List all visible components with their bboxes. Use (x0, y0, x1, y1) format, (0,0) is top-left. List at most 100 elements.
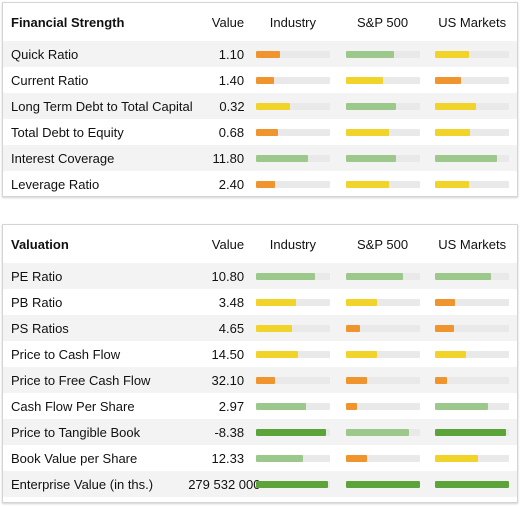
industry-bar-fill (255, 50, 280, 58)
us-markets-bar-track (435, 402, 510, 410)
sp500-bar-fill (345, 402, 358, 410)
sp500-bar-cell (338, 154, 428, 162)
sp500-bar-fill (345, 102, 397, 110)
table-row: Leverage Ratio 2.40 (3, 171, 517, 197)
valuation-header: Valuation Value Industry S&P 500 US Mark… (3, 225, 517, 263)
sp500-bar-track (345, 428, 420, 436)
industry-bar-track (255, 272, 330, 280)
us-markets-bar-track (435, 376, 510, 384)
sp500-bar-fill (345, 298, 377, 306)
sp500-bar-fill (345, 128, 390, 136)
industry-bar-track (255, 128, 330, 136)
table-row: PB Ratio 3.48 (3, 289, 517, 315)
us-markets-bar-fill (435, 50, 470, 58)
metric-label: PB Ratio (11, 294, 63, 310)
metric-label: Enterprise Value (in ths.) (11, 476, 154, 492)
table-row: Interest Coverage 11.80 (3, 145, 517, 171)
sp500-bar-fill (345, 76, 384, 84)
sp500-bar-cell (338, 324, 428, 332)
us-markets-bar-fill (435, 350, 466, 358)
us-markets-bar-track (435, 454, 510, 462)
sp500-bar-fill (345, 324, 361, 332)
industry-bar-cell (248, 454, 338, 462)
industry-bar-track (255, 350, 330, 358)
value-column-header: Value (211, 236, 245, 252)
sp500-bar-track (345, 76, 420, 84)
industry-bar-fill (255, 298, 296, 306)
sp500-bar-track (345, 402, 420, 410)
metric-value: 279 532 000 (188, 476, 261, 492)
sp500-bar-fill (345, 272, 404, 280)
us-markets-bar-track (435, 102, 510, 110)
financial-strength-rows: Quick Ratio 1.10 Current Ratio 1.40 Long Ter… (3, 41, 517, 197)
metric-label: Book Value per Share (11, 450, 138, 466)
us-markets-column-header: US Markets (438, 14, 507, 30)
industry-bar-cell (248, 76, 338, 84)
sp500-bar-track (345, 102, 420, 110)
us-markets-bar-track (435, 298, 510, 306)
financial-strength-panel: Financial Strength Value Industry S&P 50… (2, 2, 518, 197)
industry-bar-fill (255, 324, 293, 332)
industry-column-header: Industry (269, 14, 317, 30)
table-row: Book Value per Share 12.33 (3, 445, 517, 471)
industry-bar-cell (248, 180, 338, 188)
industry-bar-track (255, 50, 330, 58)
us-markets-bar-fill (435, 180, 470, 188)
sp500-bar-track (345, 350, 420, 358)
us-markets-bar-cell (427, 50, 517, 58)
us-markets-bar-cell (427, 298, 517, 306)
table-row: Total Debt to Equity 0.68 (3, 119, 517, 145)
industry-bar-cell (248, 50, 338, 58)
industry-bar-fill (256, 102, 291, 110)
industry-bar-cell (248, 480, 338, 488)
section-title: Financial Strength (11, 14, 125, 30)
us-markets-bar-cell (427, 376, 517, 384)
us-markets-bar-cell (427, 272, 517, 280)
section-title: Valuation (11, 236, 69, 252)
metric-label: Leverage Ratio (11, 176, 100, 192)
metric-label: Price to Tangible Book (11, 424, 141, 440)
table-row: Quick Ratio 1.10 (3, 41, 517, 67)
table-row: Price to Tangible Book -8.38 (3, 419, 517, 445)
table-row: Cash Flow Per Share 2.97 (3, 393, 517, 419)
us-markets-bar-track (435, 428, 510, 436)
industry-bar-track (255, 454, 330, 462)
sp500-bar-fill (345, 350, 377, 358)
sp500-bar-fill (345, 154, 396, 162)
sp500-bar-cell (338, 128, 428, 136)
sp500-bar-cell (338, 376, 428, 384)
metric-value: 11.80 (212, 150, 245, 166)
industry-bar-track (255, 76, 330, 84)
table-row: PS Ratios 4.65 (3, 315, 517, 341)
industry-bar-track (255, 298, 330, 306)
sp500-bar-track (345, 272, 420, 280)
us-markets-bar-fill (435, 428, 507, 436)
us-markets-bar-cell (427, 154, 517, 162)
us-markets-bar-track (435, 76, 510, 84)
sp500-bar-fill (345, 50, 394, 58)
industry-bar-track (255, 428, 330, 436)
us-markets-bar-cell (427, 402, 517, 410)
metric-value: 12.33 (211, 450, 245, 466)
us-markets-bar-fill (435, 480, 510, 488)
us-markets-bar-fill (435, 324, 454, 332)
us-markets-bar-cell (427, 480, 517, 488)
sp500-bar-cell (338, 428, 428, 436)
industry-bar-fill (255, 272, 316, 280)
metric-value: 10.80 (211, 268, 245, 284)
metric-value: -8.38 (214, 424, 245, 440)
industry-bar-fill (255, 402, 307, 410)
sp500-bar-track (345, 180, 420, 188)
sp500-bar-cell (338, 454, 428, 462)
industry-bar-track (255, 154, 330, 162)
table-row: Long Term Debt to Total Capital 0.32 (3, 93, 517, 119)
sp500-bar-cell (338, 76, 428, 84)
valuation-rows: PE Ratio 10.80 PB Ratio 3.48 PS Ratios 4.65 Pr… (3, 263, 517, 497)
sp500-column-header: S&P 500 (356, 236, 409, 252)
us-markets-column-header: US Markets (438, 236, 507, 252)
industry-bar-cell (248, 402, 338, 410)
metric-label: PS Ratios (11, 320, 69, 336)
us-markets-bar-track (435, 480, 510, 488)
us-markets-bar-fill (435, 128, 470, 136)
metric-value: 32.10 (211, 372, 245, 388)
